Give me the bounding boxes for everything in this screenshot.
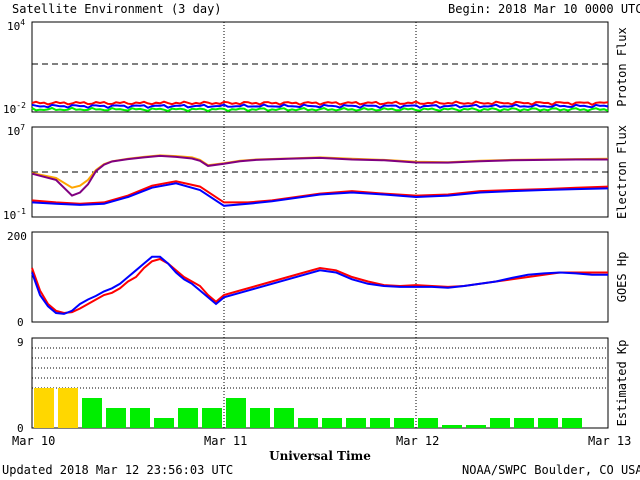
proton-ytick-bottom-base: 10 [3,103,16,116]
kp-bar [202,408,222,428]
proton-ytick-bottom: 10-2 [3,101,26,116]
electron-ylabel: Electron Flux [615,125,629,219]
credit-text: NOAA/SWPC Boulder, CO USA [462,463,640,477]
proton-panel-frame [31,21,609,113]
electron-series-group [31,154,609,207]
electron-ytick-top: 107 [7,123,25,138]
proton-series-red [31,100,609,106]
electron-ytick-top-base: 10 [7,125,20,138]
kp-bar [298,418,318,428]
kp-bar [538,418,558,428]
proton-series-group [31,100,609,113]
electron-series-blue [31,182,609,207]
kp-ytick-bottom: 0 [17,422,24,435]
kp-bars-group [34,388,582,428]
xtick-mar12: Mar 12 [396,434,439,448]
proton-ytick-bottom-exp: -2 [16,101,26,110]
day-separators [223,22,417,428]
kp-bar [322,418,342,428]
proton-series-green [31,106,609,113]
kp-bar [562,418,582,428]
kp-bar [274,408,294,428]
proton-ylabel: Proton Flux [615,27,629,106]
kp-bar [34,388,54,428]
kp-bar [106,408,126,428]
begin-value: 2018 Mar 10 0000 UTC [498,2,640,16]
hp-series-red [31,257,608,315]
kp-bar [370,418,390,428]
plot-title: Satellite Environment (3 day) [12,2,222,16]
hp-series-blue [31,255,608,315]
kp-bar [514,418,534,428]
xaxis-label: Universal Time [269,449,371,463]
xtick-mar11: Mar 11 [204,434,247,448]
electron-ytick-bottom: 10-1 [3,207,26,222]
kp-bar [58,388,78,428]
hp-panel-frame [31,231,609,323]
electron-ytick-top-exp: 7 [20,123,25,132]
kp-ylabel: Estimated Kp [615,340,629,427]
updated-timestamp: Updated 2018 Mar 12 23:56:03 UTC [2,463,233,477]
hp-series-group [31,255,608,315]
kp-ytick-top: 9 [17,336,24,349]
kp-bar [394,418,414,428]
proton-ytick-top-exp: 4 [20,18,25,27]
proton-series-blue [31,103,609,110]
proton-ytick-top-base: 10 [7,20,20,33]
kp-bar [490,418,510,428]
hp-ytick-top: 200 [7,230,27,243]
kp-bar [346,418,366,428]
kp-bar [154,418,174,428]
electron-series-purple [31,154,608,197]
begin-label: Begin: [448,2,491,16]
xtick-mar13: Mar 13 [588,434,631,448]
kp-bar [418,418,438,428]
kp-bar [130,408,150,428]
kp-bar [250,408,270,428]
kp-bar [466,425,486,428]
kp-panel-frame [31,337,609,429]
kp-bar [82,398,102,428]
electron-ytick-bottom-base: 10 [3,209,16,222]
kp-bar [226,398,246,428]
electron-panel-frame [31,126,609,218]
hp-ytick-bottom: 0 [17,316,24,329]
electron-ytick-bottom-exp: -1 [16,207,26,216]
kp-bar [442,425,462,428]
kp-bar [178,408,198,428]
hp-ylabel: GOES Hp [615,252,629,303]
proton-ytick-top: 104 [7,18,25,33]
xtick-mar10: Mar 10 [12,434,55,448]
